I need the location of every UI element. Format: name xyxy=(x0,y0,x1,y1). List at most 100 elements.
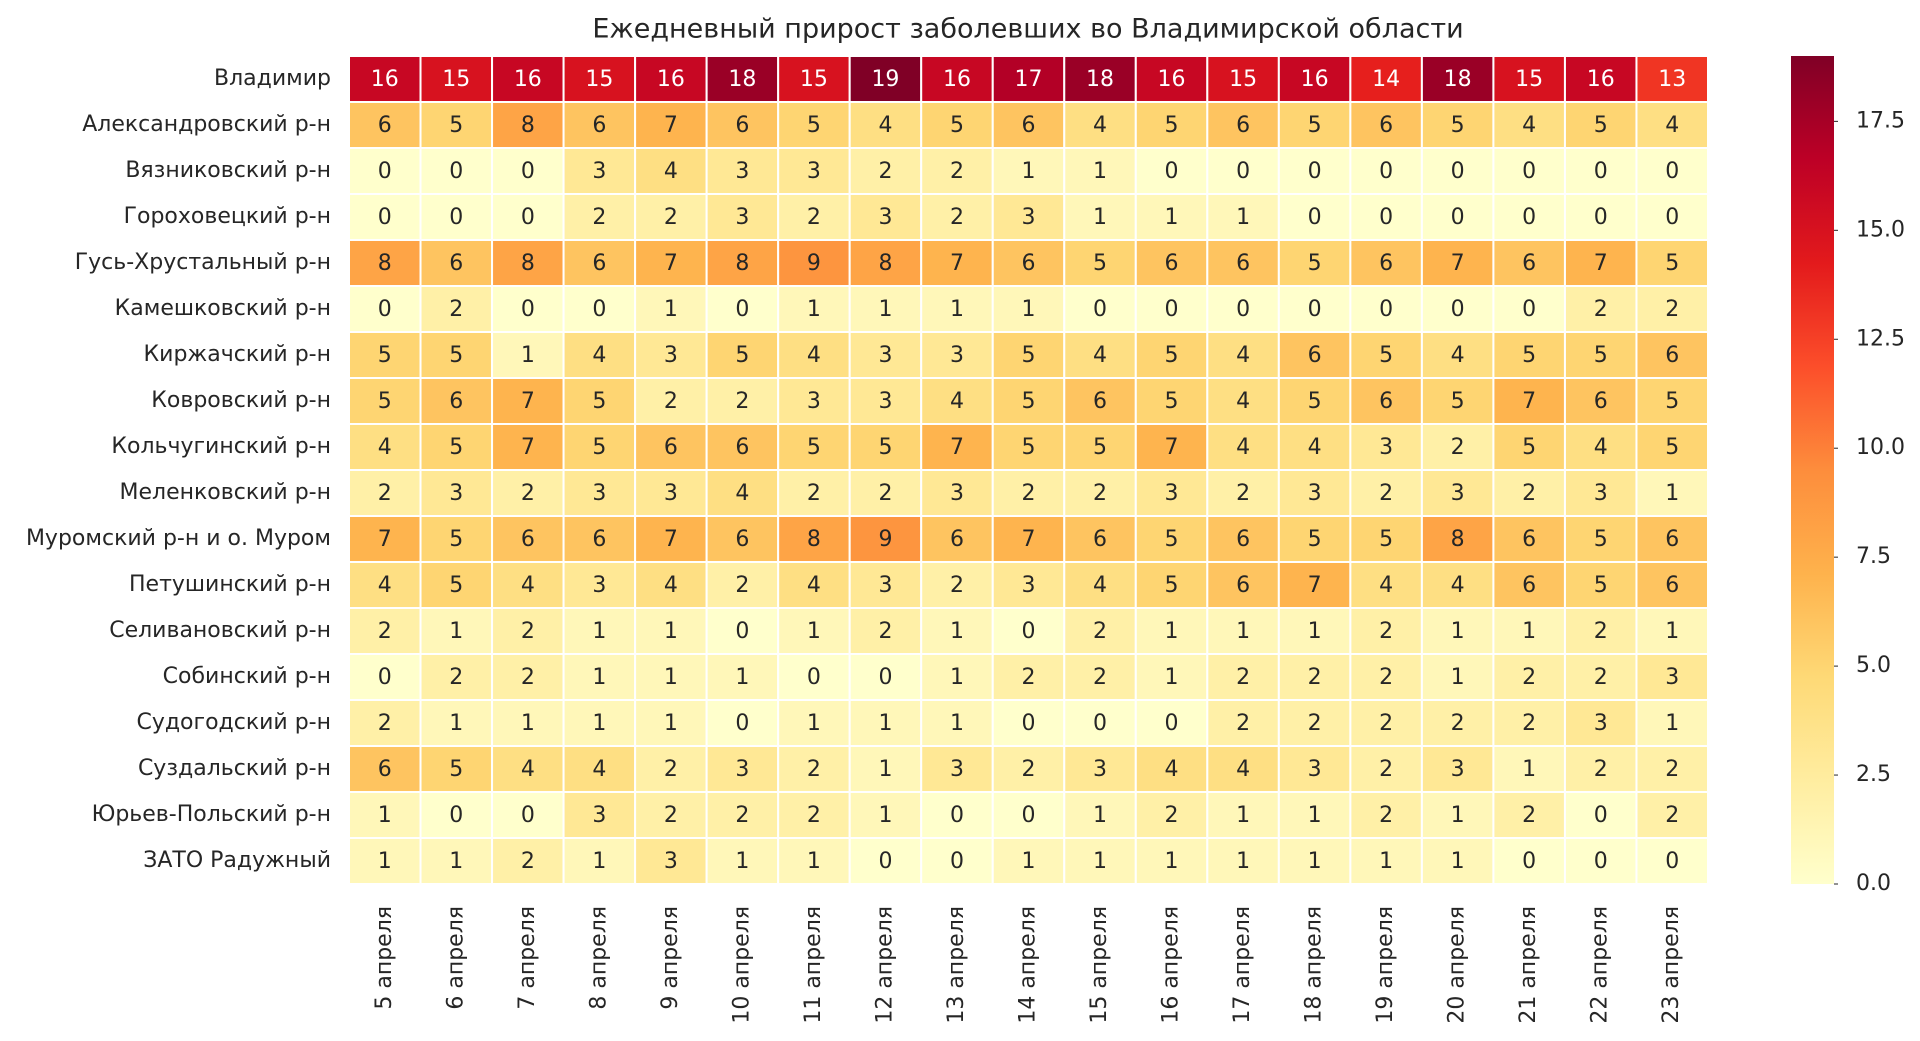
cell xyxy=(777,285,851,333)
cell xyxy=(1420,55,1495,103)
cell-label: 3 xyxy=(592,159,606,184)
x-tick-label: 17 апреля xyxy=(1230,906,1255,1024)
cell xyxy=(1563,791,1638,839)
cell-label: 0 xyxy=(1308,159,1322,184)
cell-label: 6 xyxy=(592,251,606,276)
cell-label: 1 xyxy=(735,849,749,874)
cell xyxy=(1563,101,1638,149)
cell xyxy=(562,147,637,195)
cell xyxy=(1134,331,1209,379)
cell-label: 0 xyxy=(1165,297,1179,322)
cell-label: 0 xyxy=(1022,711,1036,736)
cell xyxy=(1349,745,1423,793)
cell-label: 0 xyxy=(735,711,749,736)
cell-label: 4 xyxy=(1165,757,1179,782)
cell-label: 3 xyxy=(1665,665,1679,690)
cell xyxy=(777,193,851,241)
cell-label: 1 xyxy=(807,297,821,322)
cell-label: 1 xyxy=(878,757,892,782)
cell-label: 3 xyxy=(735,159,749,184)
cell-label: 1 xyxy=(1308,803,1322,828)
cell-label: 3 xyxy=(592,573,606,598)
cell-label: 4 xyxy=(1093,573,1107,598)
cell-label: 4 xyxy=(807,343,821,368)
cell-label: 1 xyxy=(664,297,678,322)
cell xyxy=(348,331,422,379)
cell-label: 1 xyxy=(592,711,606,736)
cell-label: 19 xyxy=(871,67,899,92)
cell-label: 1 xyxy=(592,619,606,644)
cell-label: 6 xyxy=(1522,251,1536,276)
cell-label: 4 xyxy=(1379,573,1393,598)
cell-label: 5 xyxy=(1165,113,1179,138)
x-tick-label: 7 апреля xyxy=(515,906,540,1010)
cell xyxy=(1349,147,1423,195)
cell-label: 2 xyxy=(1379,619,1393,644)
cell xyxy=(419,101,494,149)
chart-title: Ежедневный прирост заболевших во Владими… xyxy=(592,14,1463,45)
x-tick-label: 5 апреля xyxy=(372,906,397,1010)
cell xyxy=(1563,699,1638,747)
y-tick-label: Селивановский р-н xyxy=(109,618,331,643)
cell-label: 0 xyxy=(1022,619,1036,644)
cell xyxy=(1420,699,1495,747)
cell xyxy=(419,607,494,655)
cell-label: 1 xyxy=(449,849,463,874)
cell-label: 1 xyxy=(378,849,392,874)
cell-label: 6 xyxy=(1093,389,1107,414)
y-tick-label: Кольчугинский р-н xyxy=(111,434,331,459)
cell-label: 0 xyxy=(1522,297,1536,322)
cell xyxy=(1420,561,1495,609)
cell-label: 1 xyxy=(1093,849,1107,874)
cell xyxy=(1063,653,1137,701)
cell xyxy=(777,515,851,563)
cell-label: 0 xyxy=(950,849,964,874)
cell-label: 4 xyxy=(735,481,749,506)
cell xyxy=(1563,607,1638,655)
cell xyxy=(419,239,494,287)
cell-label: 1 xyxy=(1451,619,1465,644)
cell-label: 4 xyxy=(378,435,392,460)
cell-label: 2 xyxy=(1379,757,1393,782)
cell-label: 3 xyxy=(1308,757,1322,782)
cell xyxy=(419,469,494,517)
cell-label: 3 xyxy=(449,481,463,506)
cell-label: 16 xyxy=(1301,67,1329,92)
cell-label: 5 xyxy=(449,435,463,460)
cell-label: 5 xyxy=(1665,435,1679,460)
cell xyxy=(705,55,780,103)
x-tick-label: 8 апреля xyxy=(586,906,611,1010)
cell-label: 6 xyxy=(735,435,749,460)
cell xyxy=(1635,607,1709,655)
cell-label: 6 xyxy=(1165,251,1179,276)
cell-label: 2 xyxy=(664,803,678,828)
cell-label: 6 xyxy=(1522,573,1536,598)
cell-label: 3 xyxy=(1093,757,1107,782)
cell-label: 4 xyxy=(1451,573,1465,598)
cell-label: 2 xyxy=(1594,297,1608,322)
cell-label: 5 xyxy=(1522,343,1536,368)
cell xyxy=(491,745,565,793)
cell-label: 6 xyxy=(735,527,749,552)
cell-label: 2 xyxy=(1022,757,1036,782)
cell xyxy=(1134,699,1209,747)
cell-label: 3 xyxy=(1308,481,1322,506)
cell-label: 2 xyxy=(664,389,678,414)
cell xyxy=(848,331,923,379)
cell-label: 2 xyxy=(1522,481,1536,506)
cell-label: 3 xyxy=(1451,481,1465,506)
cell-label: 13 xyxy=(1658,67,1686,92)
cell-label: 0 xyxy=(1522,159,1536,184)
cell-label: 0 xyxy=(1308,205,1322,230)
cell-label: 6 xyxy=(1308,343,1322,368)
cell-label: 0 xyxy=(1379,297,1393,322)
cell-label: 1 xyxy=(1022,849,1036,874)
cell-label: 3 xyxy=(1451,757,1465,782)
cell-label: 1 xyxy=(1093,205,1107,230)
cell xyxy=(848,147,923,195)
cell-label: 2 xyxy=(1236,711,1250,736)
cell xyxy=(1635,791,1709,839)
x-tick-label: 16 апреля xyxy=(1159,906,1184,1024)
cell xyxy=(562,101,637,149)
